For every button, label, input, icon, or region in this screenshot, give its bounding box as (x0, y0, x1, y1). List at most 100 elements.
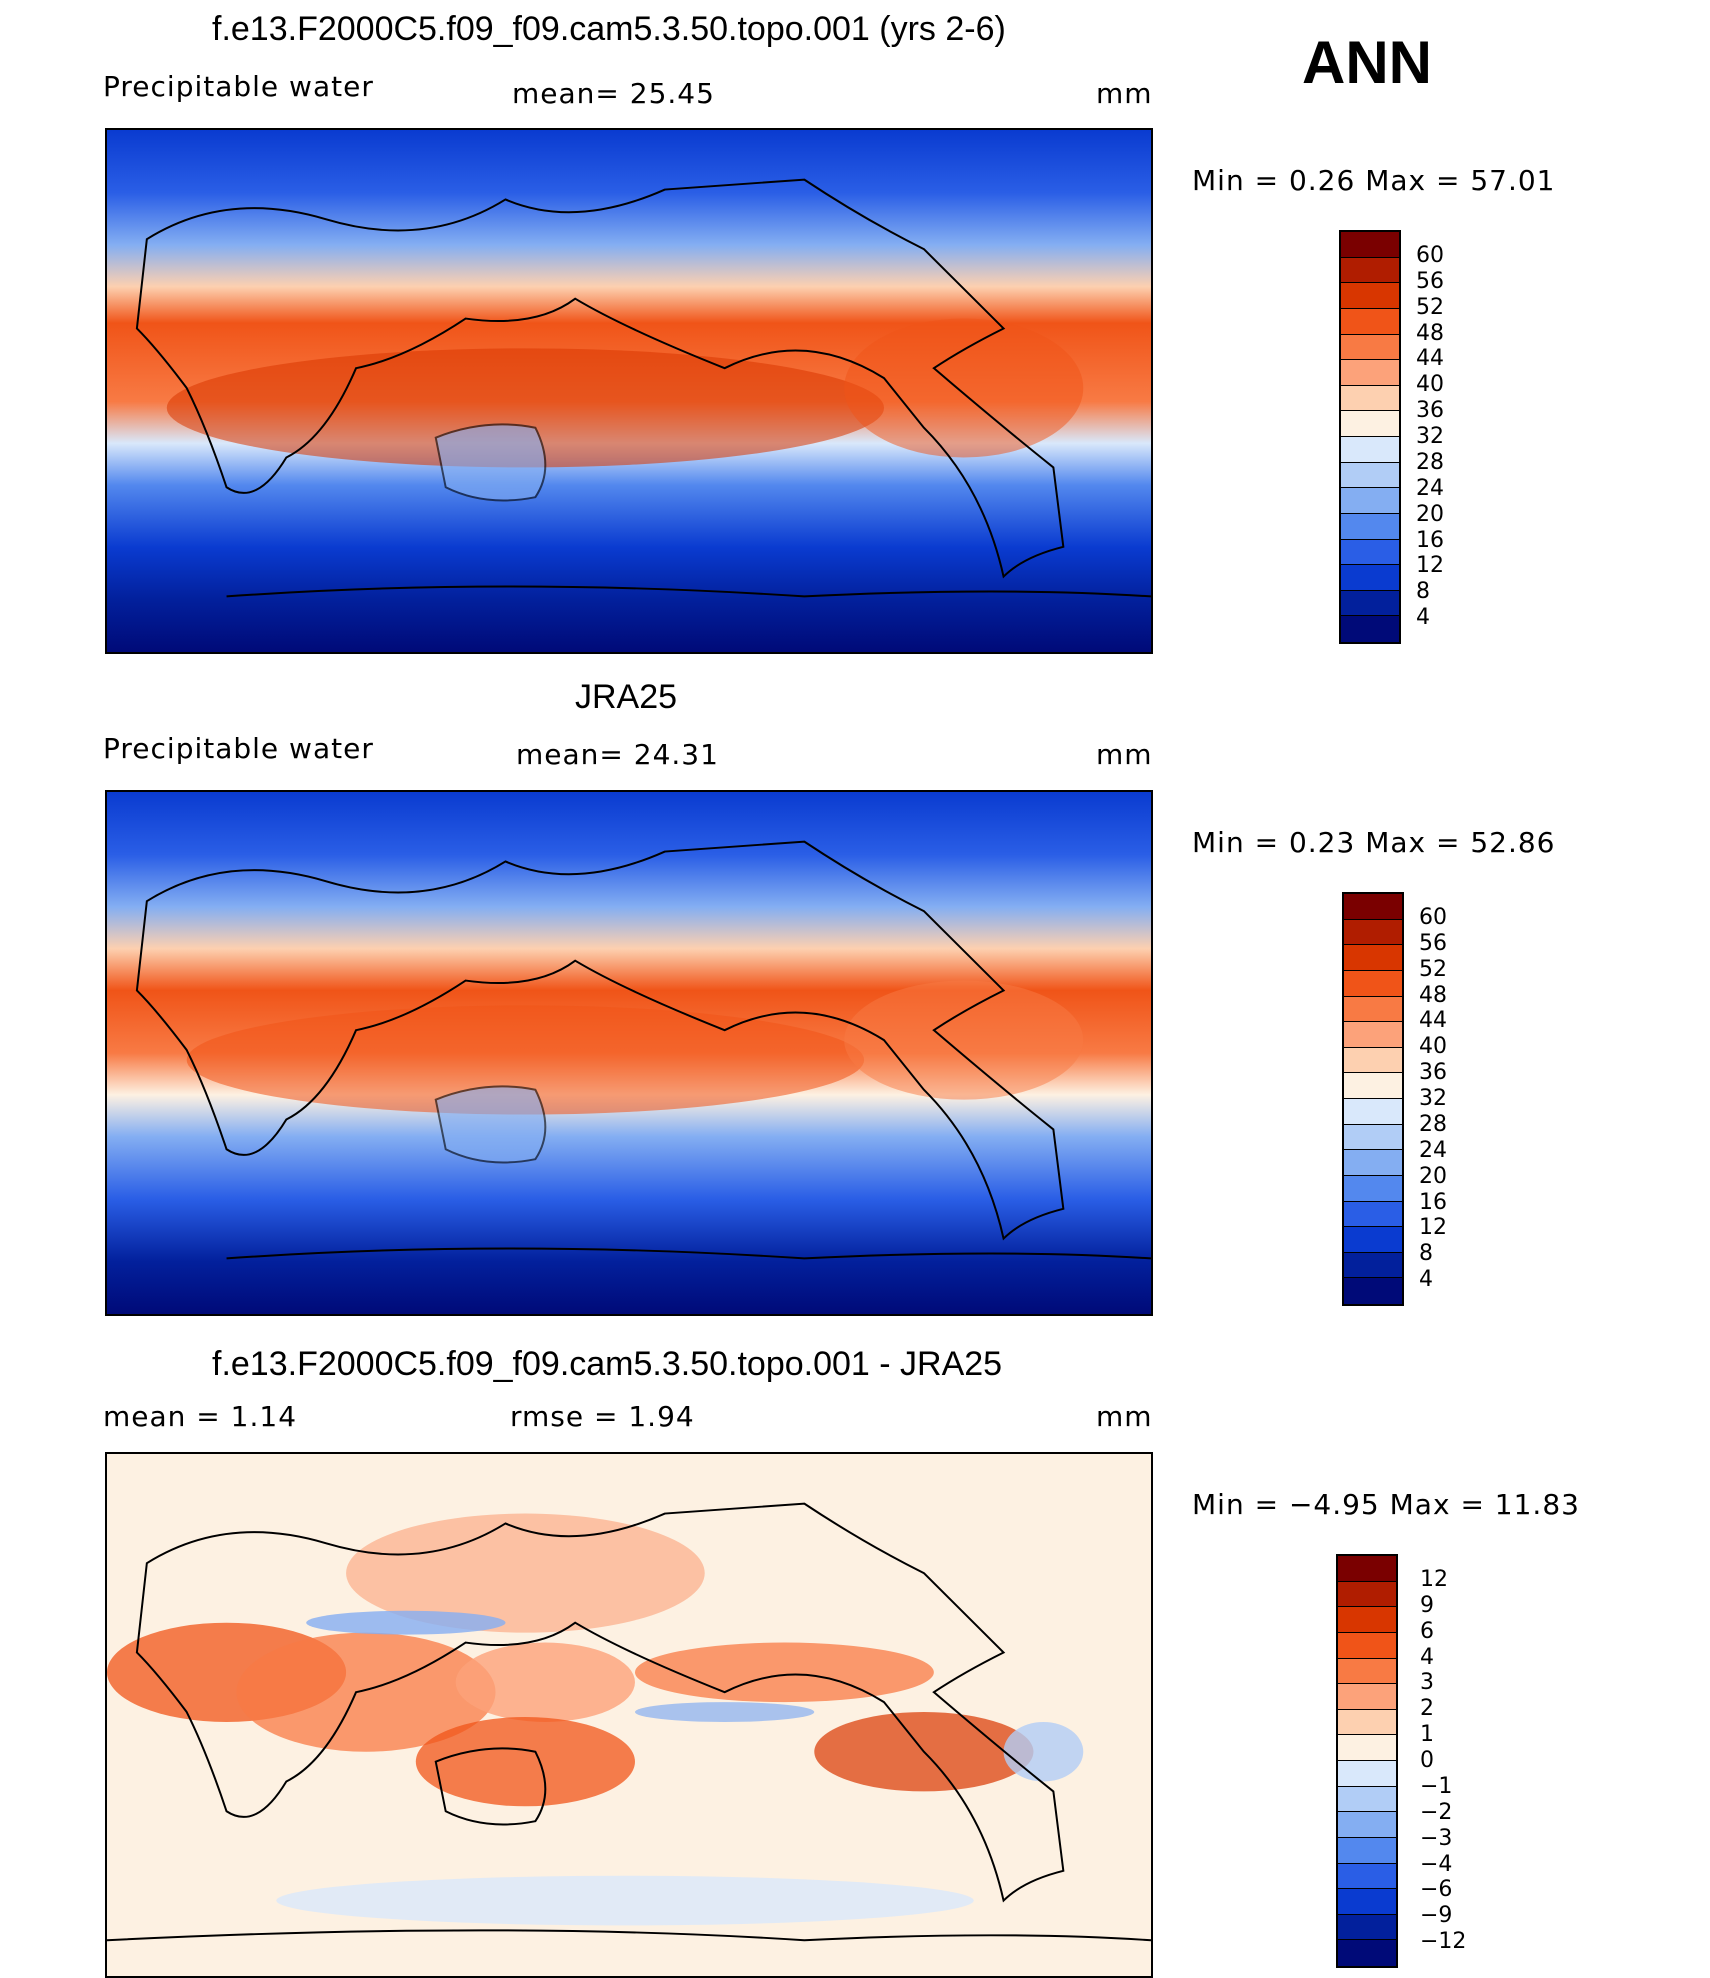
panel-1-colorbar (1339, 230, 1401, 644)
colorbar-swatch (1344, 1252, 1402, 1279)
colorbar-tick-label: 20 (1416, 501, 1444, 527)
colorbar-swatch (1341, 437, 1399, 463)
colorbar-tick-label: 40 (1416, 372, 1444, 398)
colorbar-swatch (1338, 1735, 1396, 1761)
colorbar-tick-label: 32 (1416, 424, 1444, 449)
colorbar-tick-label: 4 (1419, 1267, 1433, 1293)
precipitable-water-field (107, 792, 1151, 1314)
colorbar-tick-label: −12 (1420, 1929, 1467, 1955)
colorbar-tick-label: 12 (1419, 1215, 1447, 1241)
colorbar-tick-label: 32 (1419, 1086, 1447, 1111)
colorbar-tick-label: −1 (1420, 1773, 1453, 1799)
colorbar-swatch (1338, 1863, 1396, 1890)
colorbar-tick-label: 24 (1416, 475, 1444, 501)
panel-1-variable: Precipitable water (103, 70, 374, 103)
colorbar-swatch (1344, 1022, 1402, 1048)
colorbar-tick-label: 4 (1420, 1644, 1434, 1670)
colorbar-tick-label: 4 (1416, 605, 1430, 631)
colorbar-tick-label: 28 (1419, 1111, 1447, 1137)
panel-1-map (105, 128, 1153, 654)
colorbar-swatch (1341, 232, 1399, 258)
season-label: ANN (1302, 29, 1432, 96)
colorbar-swatch (1341, 565, 1399, 591)
panel-1-minmax: Min = 0.26 Max = 57.01 (1192, 164, 1556, 197)
colorbar-tick-label: 56 (1416, 268, 1444, 294)
colorbar-swatch (1344, 970, 1402, 997)
colorbar-swatch (1338, 1889, 1396, 1915)
colorbar-tick-label: 9 (1420, 1592, 1434, 1618)
colorbar-tick-label: 3 (1420, 1670, 1434, 1696)
colorbar-swatch (1344, 1099, 1402, 1125)
colorbar-swatch (1341, 616, 1399, 642)
colorbar-tick-label: −2 (1420, 1799, 1453, 1825)
colorbar-swatch (1341, 360, 1399, 386)
colorbar-swatch (1341, 385, 1399, 412)
colorbar-tick-label: 44 (1419, 1008, 1447, 1034)
colorbar-swatch (1341, 334, 1399, 361)
colorbar-swatch (1338, 1786, 1396, 1813)
panel-1-title: f.e13.F2000C5.f09_f09.cam5.3.50.topo.001… (212, 10, 1006, 48)
colorbar-tick-label: 60 (1419, 904, 1447, 930)
colorbar-swatch (1344, 919, 1402, 946)
colorbar-tick-label: −3 (1420, 1825, 1453, 1851)
colorbar-tick-label: 24 (1419, 1137, 1447, 1163)
colorbar-tick-label: 2 (1420, 1696, 1434, 1722)
panel-3-map (105, 1452, 1153, 1978)
panel-3-minmax: Min = −4.95 Max = 11.83 (1192, 1488, 1580, 1521)
colorbar-swatch (1338, 1940, 1396, 1966)
colorbar-swatch (1338, 1632, 1396, 1659)
panel-3-rmse: rmse = 1.94 (510, 1400, 695, 1433)
colorbar-tick-label: 56 (1419, 930, 1447, 956)
panel-3-title: f.e13.F2000C5.f09_f09.cam5.3.50.topo.001… (212, 1345, 1003, 1383)
colorbar-swatch (1341, 539, 1399, 566)
colorbar-tick-label: 60 (1416, 242, 1444, 268)
colorbar-tick-label: −9 (1420, 1903, 1453, 1929)
colorbar-swatch (1344, 1278, 1402, 1304)
panel-3-colorbar (1336, 1554, 1398, 1968)
colorbar-tick-label: 12 (1420, 1566, 1448, 1592)
colorbar-tick-label: 8 (1419, 1241, 1433, 1267)
colorbar-tick-label: 16 (1416, 527, 1444, 553)
panel-2-map (105, 790, 1153, 1316)
panel-1-mean: mean= 25.45 (512, 77, 715, 110)
colorbar-tick-label: −6 (1420, 1877, 1453, 1903)
colorbar-tick-label: 52 (1419, 956, 1447, 982)
colorbar-swatch (1338, 1812, 1396, 1838)
panel-2-colorbar (1342, 892, 1404, 1306)
colorbar-tick-label: 8 (1416, 579, 1430, 605)
colorbar-swatch (1338, 1837, 1396, 1864)
colorbar-swatch (1341, 308, 1399, 335)
colorbar-swatch (1344, 1073, 1402, 1099)
panel-2-minmax: Min = 0.23 Max = 52.86 (1192, 826, 1556, 859)
colorbar-tick-label: 36 (1416, 398, 1444, 424)
colorbar-swatch (1341, 257, 1399, 284)
panel-2-mean: mean= 24.31 (516, 738, 719, 771)
panel-2-variable: Precipitable water (103, 732, 374, 765)
colorbar-swatch (1338, 1658, 1396, 1685)
colorbar-swatch (1338, 1914, 1396, 1941)
colorbar-swatch (1338, 1709, 1396, 1736)
colorbar-tick-label: 40 (1419, 1034, 1447, 1060)
colorbar-swatch (1338, 1684, 1396, 1710)
colorbar-swatch (1341, 283, 1399, 309)
panel-1-units: mm (1096, 77, 1153, 110)
colorbar-swatch (1341, 513, 1399, 540)
colorbar-tick-label: −4 (1420, 1851, 1453, 1877)
colorbar-tick-label: 0 (1420, 1748, 1434, 1773)
colorbar-tick-label: 52 (1416, 294, 1444, 320)
colorbar-swatch (1344, 996, 1402, 1023)
colorbar-swatch (1344, 1175, 1402, 1202)
colorbar-tick-label: 44 (1416, 346, 1444, 372)
colorbar-swatch (1344, 1124, 1402, 1151)
colorbar-tick-label: 48 (1416, 320, 1444, 346)
colorbar-swatch (1344, 1201, 1402, 1228)
colorbar-tick-label: 16 (1419, 1189, 1447, 1215)
colorbar-tick-label: 28 (1416, 449, 1444, 475)
colorbar-swatch (1338, 1607, 1396, 1633)
colorbar-tick-label: 12 (1416, 553, 1444, 579)
colorbar-swatch (1338, 1761, 1396, 1787)
colorbar-swatch (1338, 1581, 1396, 1608)
precipitable-water-field (107, 130, 1151, 652)
colorbar-tick-label: 20 (1419, 1163, 1447, 1189)
colorbar-swatch (1338, 1556, 1396, 1582)
